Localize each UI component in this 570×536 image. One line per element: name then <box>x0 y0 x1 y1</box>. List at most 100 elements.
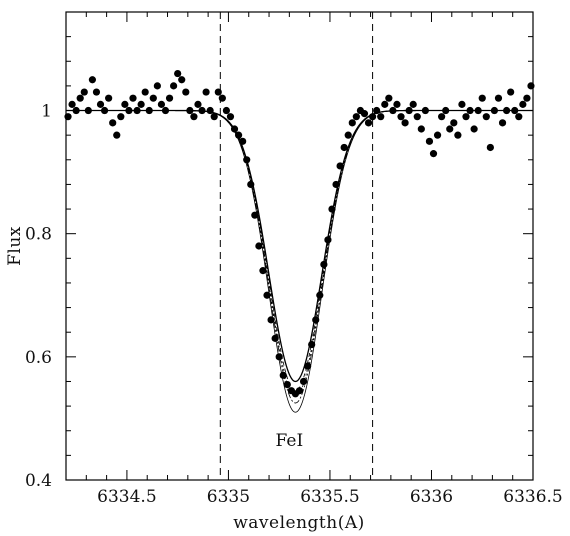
data-point <box>271 334 279 342</box>
data-point <box>377 113 385 121</box>
data-point <box>332 180 340 189</box>
model-curve <box>66 110 533 413</box>
tick-labels: 6334.5 6335 6335.5 6336 6336.5 0.4 0.6 0.8 1 <box>25 102 563 507</box>
data-point <box>72 106 80 115</box>
data-point <box>121 100 129 108</box>
data-point <box>503 106 511 115</box>
axis-ticks <box>65 11 534 481</box>
data-point <box>133 106 141 115</box>
data-point <box>478 94 486 102</box>
data-point <box>490 106 499 115</box>
data-point <box>482 113 490 121</box>
data-point <box>373 106 381 115</box>
data-point <box>96 100 105 108</box>
data-point <box>312 316 320 324</box>
data-point <box>421 106 429 115</box>
data-point <box>105 94 113 102</box>
data-point <box>165 94 174 102</box>
data-point <box>458 100 466 108</box>
data-point <box>494 94 503 102</box>
data-point <box>446 125 454 133</box>
data-point <box>259 267 267 275</box>
data-point <box>113 131 121 139</box>
x-tick-label: 6336.5 <box>503 487 562 507</box>
data-point <box>100 106 109 115</box>
x-axis-title: wavelength(A) <box>233 513 365 533</box>
x-tick-label: 6334.5 <box>97 487 156 507</box>
data-point <box>515 113 523 121</box>
data-point <box>76 94 84 102</box>
data-point <box>109 119 117 127</box>
data-point <box>438 113 446 121</box>
data-point <box>88 76 96 84</box>
data-point <box>226 113 235 121</box>
data-point <box>470 125 478 133</box>
data-point <box>304 362 312 370</box>
data-point <box>462 113 470 121</box>
data-point <box>80 88 88 96</box>
data-point <box>324 236 332 244</box>
data-point <box>466 106 474 115</box>
data-point <box>405 106 413 115</box>
data-point <box>442 106 450 115</box>
data-point <box>454 131 462 139</box>
data-point <box>68 100 76 108</box>
data-point <box>519 100 527 108</box>
data-point <box>145 106 153 115</box>
data-point <box>385 94 393 102</box>
data-point <box>364 119 373 127</box>
data-point <box>393 100 401 108</box>
data-point <box>117 113 125 121</box>
data-point <box>243 156 251 164</box>
data-point <box>308 340 316 349</box>
data-point <box>149 94 157 102</box>
data-point <box>125 106 133 115</box>
data-point <box>316 291 324 299</box>
data-point <box>64 113 72 121</box>
model-curve <box>66 110 533 404</box>
data-point <box>389 106 397 115</box>
data-point <box>336 162 344 170</box>
data-point <box>417 125 425 133</box>
data-point <box>369 113 377 121</box>
data-point <box>186 106 194 115</box>
data-point <box>84 106 92 115</box>
data-point <box>352 113 360 121</box>
data-point <box>161 106 170 115</box>
data-point <box>279 371 287 379</box>
reference-lines <box>219 12 374 480</box>
data-point <box>328 205 336 213</box>
model-curve <box>66 109 533 383</box>
data-point <box>340 143 348 152</box>
data-point <box>523 94 531 102</box>
data-point <box>401 119 409 127</box>
data-point <box>234 131 243 139</box>
data-point <box>194 100 202 108</box>
data-point <box>429 150 438 158</box>
data-point <box>251 211 259 219</box>
data-point <box>230 125 239 133</box>
data-point <box>348 119 356 127</box>
data-point <box>275 353 283 361</box>
data-point <box>198 106 206 115</box>
x-tick-label: 6335 <box>207 487 250 507</box>
data-point <box>450 119 458 127</box>
data-points <box>64 69 535 398</box>
y-tick-label: 0.4 <box>25 471 52 491</box>
data-point <box>409 100 417 108</box>
data-point <box>344 131 352 139</box>
data-point <box>283 380 291 389</box>
data-point <box>202 88 210 96</box>
data-point <box>413 113 421 121</box>
data-point <box>511 106 519 115</box>
data-point <box>320 260 328 269</box>
data-point <box>527 82 535 90</box>
data-point <box>255 242 263 250</box>
data-point <box>190 113 198 121</box>
data-point <box>267 316 275 324</box>
model-curve <box>66 110 533 392</box>
x-tick-label: 6336 <box>410 487 453 507</box>
plot-frame <box>65 11 534 481</box>
data-point <box>218 94 226 102</box>
data-point <box>170 82 178 90</box>
